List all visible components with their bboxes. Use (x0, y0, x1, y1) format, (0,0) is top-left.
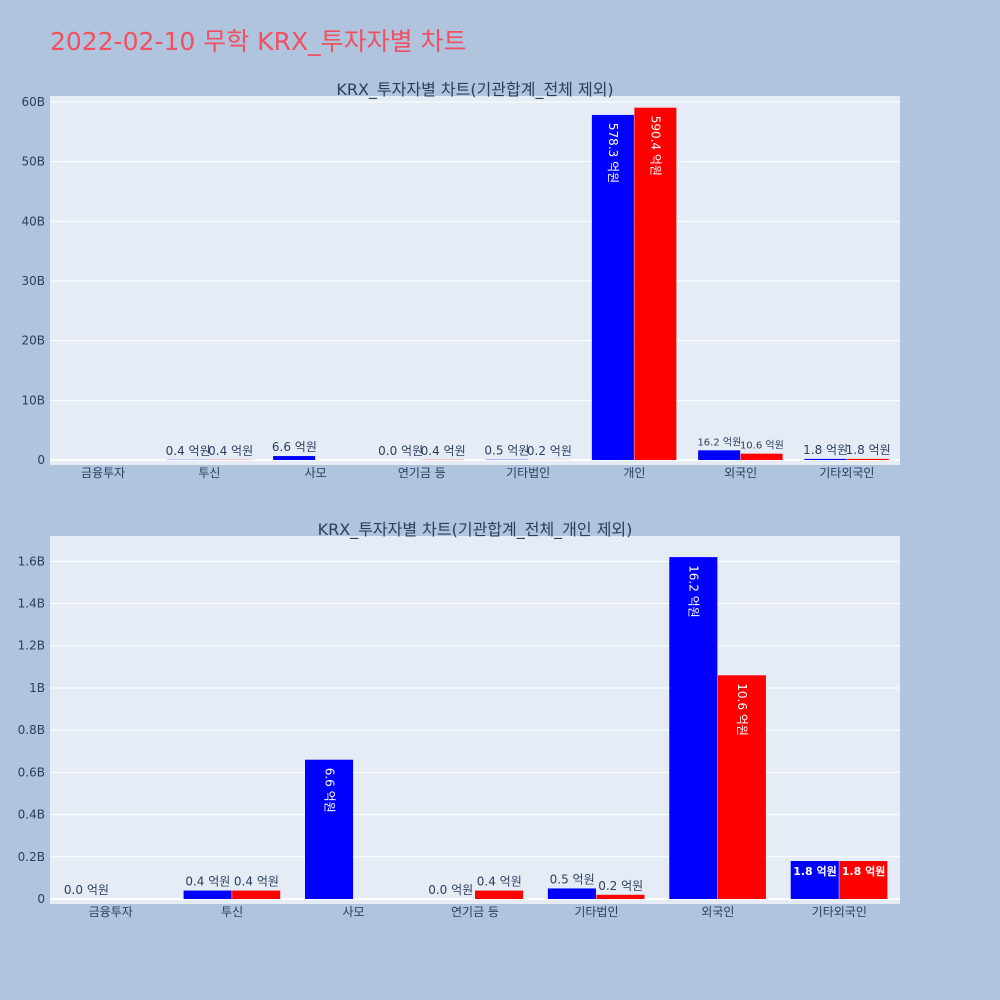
plot-area-2 (50, 536, 900, 904)
bar[interactable] (740, 453, 783, 460)
bar[interactable] (790, 861, 839, 899)
x-tick-label: 외국인 (701, 905, 734, 919)
data-label: 0.4 억원 (477, 875, 522, 889)
data-label: 0.2 억원 (527, 444, 572, 458)
bar[interactable] (591, 114, 634, 460)
data-label: 1.8 억원 (846, 443, 891, 457)
bar[interactable] (596, 894, 645, 899)
data-label: 16.2 억원 (697, 436, 741, 448)
x-tick-label: 기타외국인 (819, 466, 874, 480)
data-label: 0.0 억원 (378, 444, 423, 458)
bar[interactable] (634, 107, 677, 460)
x-tick-label: 외국인 (724, 466, 757, 480)
data-label: 578.3 억원 (606, 123, 620, 183)
x-tick-label: 사모 (305, 466, 327, 480)
y-tick-label: 20B (21, 334, 45, 348)
x-tick-label: 기타외국인 (812, 905, 867, 919)
data-label: 10.6 억원 (740, 440, 784, 452)
x-tick-label: 기타법인 (574, 905, 618, 919)
bar[interactable] (804, 458, 847, 460)
data-label: 16.2 억원 (687, 565, 701, 618)
page-title: 2022-02-10 무학 KRX_투자자별 차트 (50, 27, 467, 56)
bar[interactable] (232, 890, 281, 899)
x-tick-label: 연기금 등 (451, 905, 499, 919)
bar[interactable] (717, 675, 766, 899)
data-label: 0.4 억원 (166, 444, 211, 458)
data-label: 0.0 억원 (428, 883, 473, 897)
data-label: 0.5 억원 (484, 444, 529, 458)
x-tick-label: 투신 (221, 905, 243, 919)
data-label: 0.2 억원 (598, 879, 643, 893)
bar[interactable] (698, 450, 741, 460)
x-tick-label: 금융투자 (81, 466, 125, 480)
y-tick-label: 0 (37, 892, 45, 906)
bar[interactable] (183, 890, 232, 899)
data-label: 6.6 억원 (322, 768, 336, 813)
x-tick-label: 금융투자 (89, 905, 133, 919)
data-label: 0.4 억원 (421, 444, 466, 458)
data-label: 0.4 억원 (208, 444, 253, 458)
y-tick-label: 1B (29, 681, 45, 695)
bar[interactable] (846, 458, 889, 460)
x-tick-label: 기타법인 (506, 466, 550, 480)
data-label: 0.0 억원 (64, 883, 109, 897)
y-tick-label: 1.2B (18, 639, 45, 653)
bar[interactable] (669, 557, 718, 899)
data-label: 0.4 억원 (234, 875, 279, 889)
y-tick-label: 10B (21, 393, 45, 407)
y-tick-label: 1.6B (18, 554, 45, 568)
chart-title: KRX_투자자별 차트(기관합계_전체_개인 제외) (318, 520, 633, 540)
data-label: 0.4 억원 (185, 875, 230, 889)
data-label: 590.4 억원 (649, 116, 663, 176)
y-tick-label: 0.6B (18, 765, 45, 779)
y-tick-label: 50B (21, 155, 45, 169)
data-label: 1.8 억원 (803, 443, 848, 457)
x-tick-label: 연기금 등 (398, 466, 446, 480)
data-label: 1.8 억원 (793, 864, 837, 878)
bar[interactable] (305, 759, 354, 899)
y-tick-label: 30B (21, 274, 45, 288)
data-label: 0.5 억원 (550, 872, 595, 886)
y-tick-label: 60B (21, 95, 45, 109)
y-tick-label: 0.2B (18, 850, 45, 864)
x-tick-label: 개인 (623, 466, 645, 480)
bar[interactable] (475, 890, 524, 899)
x-tick-label: 사모 (343, 905, 365, 919)
y-tick-label: 0.8B (18, 723, 45, 737)
x-tick-label: 투신 (198, 466, 220, 480)
data-label: 1.8 억원 (842, 864, 886, 878)
data-label: 10.6 억원 (735, 683, 749, 736)
y-tick-label: 0 (37, 453, 45, 467)
data-label: 6.6 억원 (272, 440, 317, 454)
y-tick-label: 40B (21, 214, 45, 228)
y-tick-label: 0.4B (18, 808, 45, 822)
chart-title: KRX_투자자별 차트(기관합계_전체 제외) (336, 80, 613, 100)
y-tick-label: 1.4B (18, 597, 45, 611)
bar[interactable] (839, 861, 888, 899)
bar[interactable] (547, 888, 596, 899)
bar[interactable] (273, 456, 316, 460)
